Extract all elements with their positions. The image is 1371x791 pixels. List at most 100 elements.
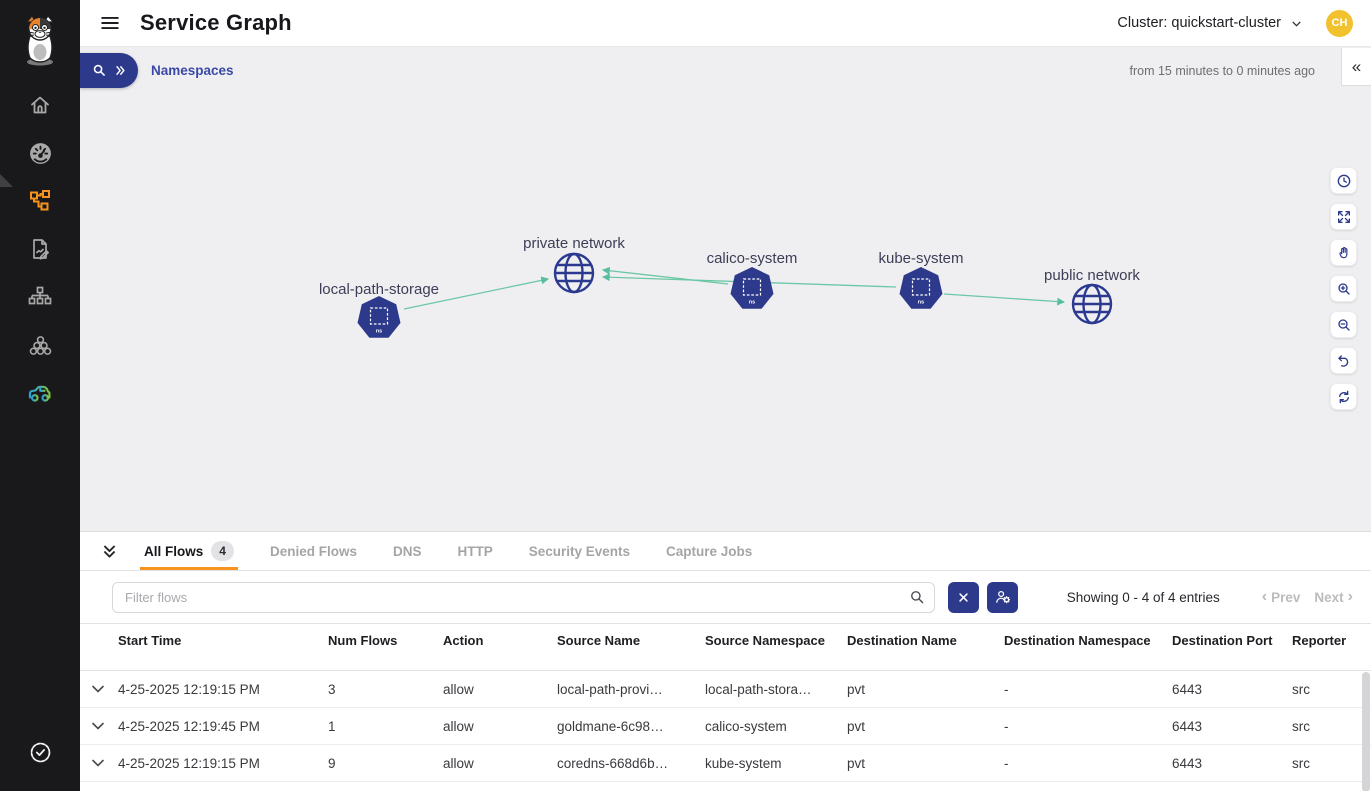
col-reporter[interactable]: Reporter	[1292, 633, 1347, 648]
topbar: Service Graph Cluster: quickstart-cluste…	[80, 0, 1371, 47]
time-range-label: from 15 minutes to 0 minutes ago	[1129, 64, 1315, 78]
collapse-flows-panel-button[interactable]	[92, 532, 126, 570]
flows-table-body: 4-25-2025 12:19:15 PM 3 allow local-path…	[80, 671, 1371, 791]
zoom-in-button[interactable]	[1330, 275, 1357, 302]
tab-http[interactable]: HTTP	[439, 532, 510, 570]
edge-kubesystem-publicnetwork[interactable]	[943, 293, 1066, 306]
node-label-private-network[interactable]: private network	[523, 235, 625, 252]
col-num-flows[interactable]: Num Flows	[328, 633, 398, 648]
table-row[interactable]: 4-25-2025 12:19:45 PM 1 allow goldmane-6…	[80, 708, 1371, 745]
graph-toolbar	[1330, 167, 1357, 410]
graph-search-button[interactable]	[80, 53, 138, 88]
sidebar-item-home[interactable]	[0, 82, 80, 128]
table-row[interactable]: 4-25-2025 12:19:15 PM 9 allow coredns-66…	[80, 745, 1371, 782]
report-edit-icon	[33, 239, 49, 260]
chevron-down-icon	[1292, 20, 1301, 27]
service-graph-canvas[interactable]: ns ns ns local-path-storage private netw…	[80, 47, 1371, 531]
chevron-right-icon: ›	[1347, 588, 1353, 605]
tab-all-flows[interactable]: All Flows 4	[126, 532, 252, 570]
hand-icon	[1338, 246, 1347, 258]
avatar[interactable]: CH	[1326, 9, 1353, 37]
flows-tabbar: All Flows 4 Denied Flows DNS HTTP Securi…	[80, 532, 1371, 571]
graph-svg: ns ns ns	[357, 252, 1113, 338]
sidebar-item-calico-car[interactable]	[0, 368, 80, 414]
flows-filter-row: Showing 0 - 4 of 4 entries ‹Prev Next›	[80, 571, 1371, 623]
col-destination-namespace[interactable]: Destination Namespace	[1004, 633, 1151, 648]
sidebar-item-service-graph[interactable]	[0, 178, 80, 224]
cluster-selector[interactable]: Cluster: quickstart-cluster	[1117, 15, 1304, 31]
fit-screen-button[interactable]	[1330, 203, 1357, 230]
zoom-out-icon	[1337, 318, 1350, 331]
chevron-double-down-icon	[103, 544, 115, 558]
pagination: ‹ Prev Next ›	[1262, 589, 1353, 605]
dashboard-gauge-icon	[29, 142, 51, 164]
col-start-time[interactable]: Start Time	[118, 633, 182, 648]
time-settings-button[interactable]	[1330, 167, 1357, 194]
sidebar-active-marker	[0, 174, 13, 187]
expand-icon	[1337, 210, 1350, 223]
refresh-icon	[1338, 390, 1349, 403]
chevron-down-icon[interactable]	[92, 722, 104, 730]
sidebar-item-dashboard[interactable]	[0, 130, 80, 176]
svg-text:ns: ns	[376, 329, 382, 335]
customize-columns-button[interactable]	[987, 581, 1018, 613]
node-public-network[interactable]	[1071, 283, 1113, 325]
search-icon	[93, 64, 105, 76]
search-icon	[911, 590, 924, 603]
menu-button[interactable]	[97, 10, 123, 36]
node-label-public-network[interactable]: public network	[1044, 267, 1140, 284]
sidebar-item-reports[interactable]	[0, 226, 80, 272]
refresh-button[interactable]	[1330, 383, 1357, 410]
table-row[interactable]: 4-25-2025 12:19:15 PM 3 allow local-path…	[80, 671, 1371, 708]
car-icon	[28, 385, 51, 402]
breadcrumb[interactable]: Namespaces	[151, 63, 234, 78]
zoom-out-button[interactable]	[1330, 311, 1357, 338]
node-calico-system[interactable]: ns	[730, 267, 774, 309]
node-label-calico-system[interactable]: calico-system	[706, 250, 798, 267]
prev-page-button[interactable]: ‹ Prev	[1261, 588, 1301, 605]
next-page-button[interactable]: Next ›	[1314, 588, 1353, 605]
service-graph-icon	[30, 190, 50, 211]
showing-entries-label: Showing 0 - 4 of 4 entries	[1066, 589, 1220, 605]
cluster-molecule-icon	[29, 335, 51, 355]
chevron-down-icon[interactable]	[92, 759, 104, 767]
node-kube-system[interactable]: ns	[899, 267, 943, 309]
sidebar-item-network[interactable]	[0, 274, 80, 320]
badge-check-icon	[30, 742, 50, 762]
node-label-local-path-storage[interactable]: local-path-storage	[318, 281, 440, 298]
node-local-path-storage[interactable]: ns	[357, 296, 401, 338]
chevron-left-icon: ‹	[1261, 588, 1268, 605]
reset-layout-button[interactable]	[1330, 347, 1357, 374]
chevron-down-icon[interactable]	[92, 685, 104, 693]
tab-capture-jobs[interactable]: Capture Jobs	[648, 532, 770, 570]
hamburger-icon	[101, 16, 119, 30]
flows-table-header: Start Time Num Flows Action Source Name …	[80, 623, 1371, 671]
tab-security-events[interactable]: Security Events	[511, 532, 648, 570]
vertical-scrollbar[interactable]	[1362, 672, 1370, 791]
col-destination-port[interactable]: Destination Port	[1172, 633, 1273, 648]
svg-text:ns: ns	[749, 300, 755, 306]
pan-mode-button[interactable]	[1330, 239, 1357, 266]
sidebar-item-workloads[interactable]	[0, 322, 80, 368]
col-source-namespace[interactable]: Source Namespace	[705, 633, 825, 648]
zoom-in-icon	[1337, 282, 1350, 295]
col-action[interactable]: Action	[443, 633, 484, 648]
collapse-right-panel-button[interactable]: «	[1341, 48, 1371, 86]
network-tree-icon	[28, 286, 52, 305]
edge-localpathstorage-privatenetwork[interactable]	[403, 276, 550, 310]
sidebar-item-compliance[interactable]	[0, 729, 80, 775]
clock-icon	[1337, 174, 1350, 187]
home-icon	[31, 96, 49, 114]
close-icon	[959, 592, 968, 602]
node-private-network[interactable]	[553, 252, 595, 294]
filter-flows-input[interactable]	[112, 581, 935, 613]
edge-calicosystem-privatenetwork[interactable]	[601, 266, 729, 285]
tab-dns[interactable]: DNS	[375, 532, 440, 570]
chevron-double-left-icon: «	[1351, 56, 1362, 76]
page-title: Service Graph	[140, 10, 292, 35]
clear-filter-button[interactable]	[948, 581, 979, 613]
col-source-name[interactable]: Source Name	[557, 633, 641, 648]
tab-denied-flows[interactable]: Denied Flows	[252, 532, 375, 570]
col-destination-name[interactable]: Destination Name	[847, 633, 957, 648]
node-label-kube-system[interactable]: kube-system	[878, 250, 964, 267]
